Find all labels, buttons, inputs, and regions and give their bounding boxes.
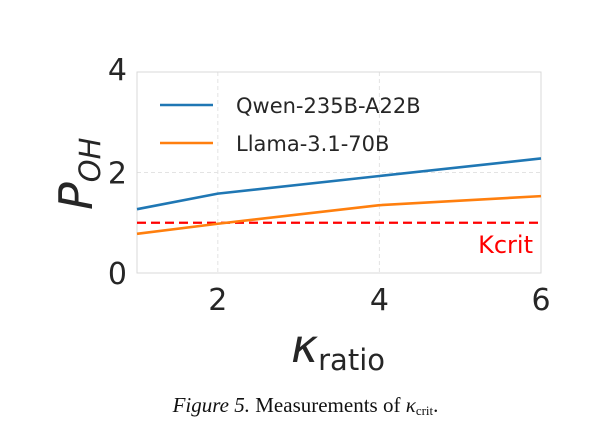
- y-tick-labels: 0 2 4: [108, 53, 127, 292]
- caption-symbol: κcrit: [405, 393, 434, 418]
- x-tick-labels: 2 4 6: [208, 283, 550, 318]
- x-tick-label: 4: [370, 283, 389, 318]
- figure-caption: Figure 5. Measurements of κcrit.: [0, 393, 611, 419]
- series-line-2: [136, 194, 542, 236]
- x-tick-label: 2: [208, 283, 227, 318]
- y-axis-label-subscript: OH: [73, 137, 107, 182]
- caption-text: Measurements of: [255, 393, 401, 417]
- reference-line-label: Kcrit: [478, 231, 533, 259]
- x-axis-label: κratio: [291, 319, 385, 377]
- series-lines: [136, 157, 542, 236]
- caption-symbol-subscript: crit: [415, 403, 434, 418]
- caption-figure-label: Figure 5.: [172, 393, 250, 417]
- reference-line-group: Kcrit: [137, 221, 541, 259]
- y-tick-label: 2: [108, 157, 127, 192]
- legend: Qwen-235B-A22B Llama-3.1-70B: [160, 94, 421, 156]
- legend-label-1: Qwen-235B-A22B: [236, 94, 421, 118]
- y-tick-label: 4: [108, 53, 127, 88]
- y-axis-label-symbol: P: [49, 182, 103, 210]
- y-axis-label: POH: [49, 137, 107, 210]
- x-tick-label: 6: [531, 283, 550, 318]
- y-tick-label: 0: [108, 257, 127, 292]
- caption-symbol-kappa: κ: [405, 393, 416, 417]
- legend-label-2: Llama-3.1-70B: [236, 132, 389, 156]
- plot-area-frame: [136, 71, 542, 274]
- x-axis-label-subscript: ratio: [318, 343, 385, 377]
- x-axis-label-symbol: κ: [291, 319, 318, 373]
- chart: Kcrit 2 4 6 0 2 4 Qwen-235B-A22B Llama-3.1-70…: [49, 53, 551, 377]
- series-line-1: [136, 157, 542, 211]
- caption-end: .: [433, 393, 439, 417]
